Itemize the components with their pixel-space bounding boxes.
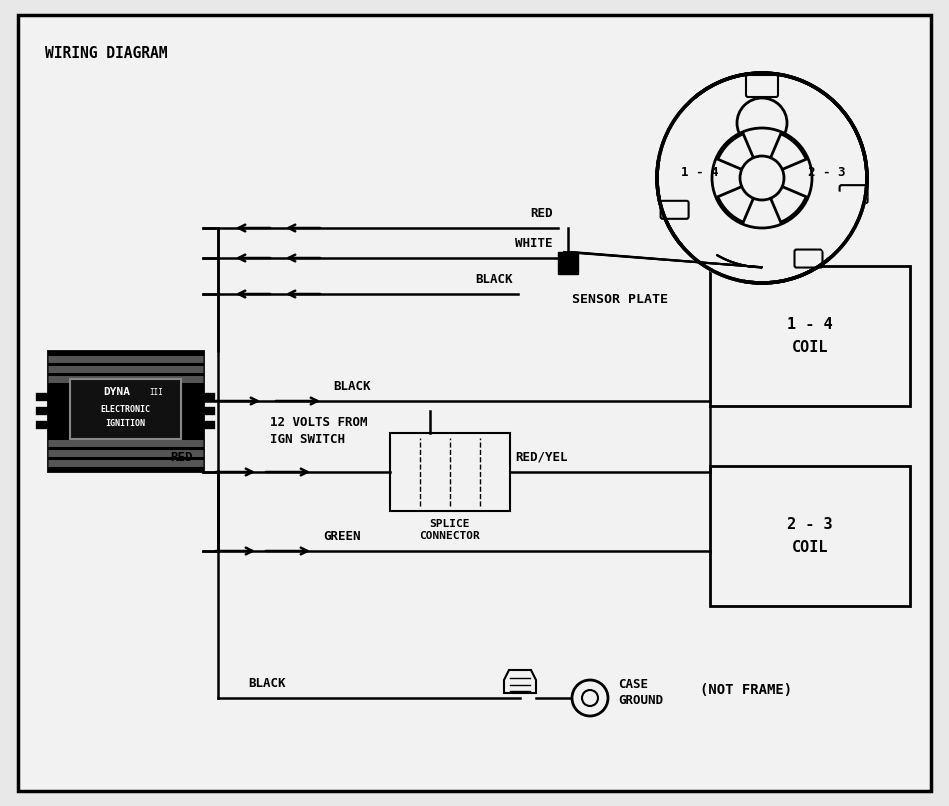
Text: RED: RED xyxy=(171,451,193,464)
Text: CASE
GROUND: CASE GROUND xyxy=(618,678,663,707)
Bar xyxy=(70,379,181,439)
FancyBboxPatch shape xyxy=(840,185,867,203)
Bar xyxy=(710,466,910,606)
Text: RED/YEL: RED/YEL xyxy=(515,451,568,464)
Text: IGNITION: IGNITION xyxy=(105,419,145,429)
Text: DYNA: DYNA xyxy=(103,387,130,397)
Text: GREEN: GREEN xyxy=(323,530,361,543)
FancyBboxPatch shape xyxy=(794,250,823,268)
Circle shape xyxy=(657,73,867,283)
Text: WIRING DIAGRAM: WIRING DIAGRAM xyxy=(45,46,168,61)
Circle shape xyxy=(572,680,608,716)
Text: BLACK: BLACK xyxy=(248,677,286,690)
Wedge shape xyxy=(762,134,807,178)
Circle shape xyxy=(740,156,784,200)
Text: 2 - 3
COIL: 2 - 3 COIL xyxy=(787,517,833,555)
Polygon shape xyxy=(504,670,536,693)
Wedge shape xyxy=(762,178,807,222)
Text: WHITE: WHITE xyxy=(515,237,553,250)
Bar xyxy=(390,433,510,511)
Wedge shape xyxy=(717,178,762,222)
Text: RED: RED xyxy=(530,207,553,220)
Wedge shape xyxy=(657,96,762,178)
FancyBboxPatch shape xyxy=(661,201,689,218)
Text: SENSOR PLATE: SENSOR PLATE xyxy=(572,293,668,306)
Circle shape xyxy=(737,98,787,148)
Bar xyxy=(558,252,578,274)
Bar xyxy=(48,351,203,471)
Bar xyxy=(710,266,910,406)
FancyBboxPatch shape xyxy=(746,75,778,97)
Text: 12 VOLTS FROM
IGN SWITCH: 12 VOLTS FROM IGN SWITCH xyxy=(270,416,367,446)
Circle shape xyxy=(712,128,812,228)
Text: BLACK: BLACK xyxy=(475,273,513,286)
Text: 1 - 4
COIL: 1 - 4 COIL xyxy=(787,318,833,355)
Text: ELECTRONIC: ELECTRONIC xyxy=(101,405,151,413)
Wedge shape xyxy=(680,178,762,284)
Text: BLACK: BLACK xyxy=(333,380,370,393)
Text: III: III xyxy=(150,388,163,397)
Text: SPLICE
CONNECTOR: SPLICE CONNECTOR xyxy=(419,519,480,542)
Text: 1 - 4: 1 - 4 xyxy=(681,167,718,180)
Text: (NOT FRAME): (NOT FRAME) xyxy=(700,683,792,697)
Circle shape xyxy=(582,690,598,706)
Text: 2 - 3: 2 - 3 xyxy=(809,167,846,180)
Wedge shape xyxy=(717,134,762,178)
Wedge shape xyxy=(762,178,867,260)
